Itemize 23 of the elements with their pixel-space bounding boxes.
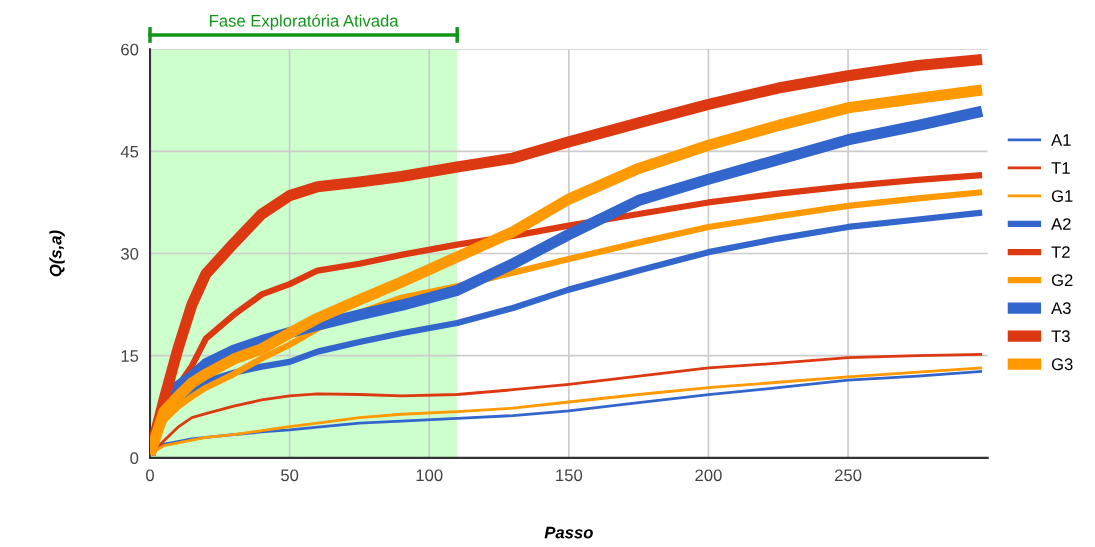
legend-label: G2: [1051, 274, 1073, 287]
y-tick-label: 60: [121, 43, 139, 56]
legend-label: A1: [1051, 134, 1071, 146]
legend-label: T1: [1051, 162, 1070, 174]
y-axis-title: Q(s,a): [49, 230, 65, 277]
legend-label: G3: [1051, 358, 1073, 371]
y-tick-label: 30: [121, 247, 139, 260]
x-tick-label: 50: [281, 469, 299, 482]
legend-label: T2: [1051, 246, 1070, 258]
x-tick-label: 150: [556, 469, 583, 482]
x-tick-label: 200: [695, 469, 722, 482]
y-tick-label: 0: [130, 452, 139, 465]
x-tick-label: 100: [416, 469, 443, 482]
x-axis-title: Passo: [544, 526, 593, 539]
legend-label: A2: [1051, 218, 1071, 230]
band-label: Fase Exploratória Ativada: [210, 14, 399, 31]
y-tick-label: 45: [120, 145, 139, 158]
legend-label: G1: [1051, 190, 1073, 202]
x-tick-label: 250: [835, 469, 862, 482]
legend-label: A3: [1051, 302, 1071, 315]
legend-label: T3: [1051, 330, 1070, 343]
x-tick-label: 0: [146, 469, 154, 482]
y-tick-label: 15: [121, 350, 139, 362]
